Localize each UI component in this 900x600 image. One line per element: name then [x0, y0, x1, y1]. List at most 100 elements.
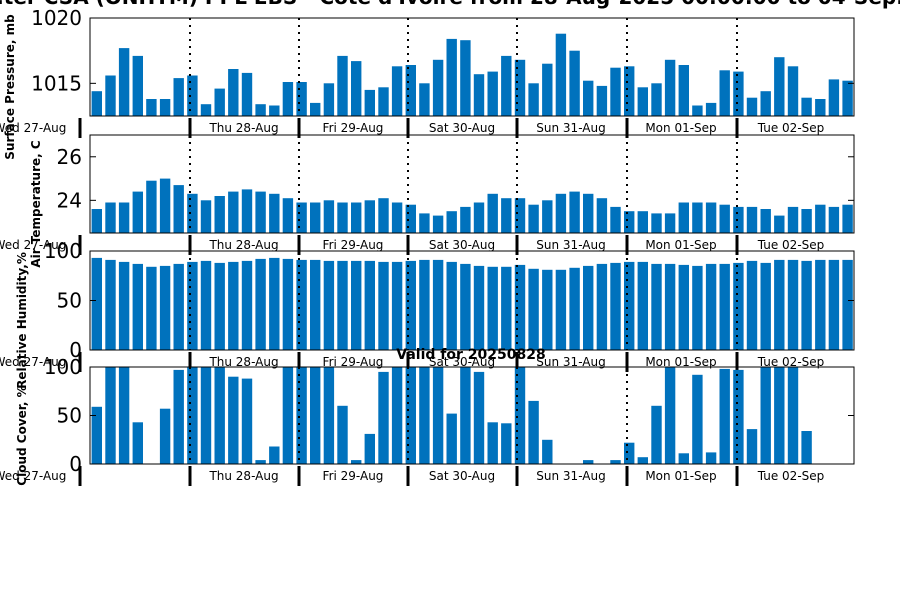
bar-p1-0 — [91, 91, 102, 116]
bar-p4-44 — [692, 374, 703, 464]
ytick-label-3-100: 100 — [44, 239, 82, 263]
bar-p1-9 — [214, 88, 225, 116]
bar-p4-49 — [760, 367, 771, 464]
bar-p2-55 — [842, 204, 853, 233]
bar-p3-52 — [801, 260, 812, 350]
day-label-1-3: Sat 30-Aug — [429, 121, 495, 135]
bar-p1-12 — [255, 104, 266, 116]
bar-p1-37 — [596, 85, 608, 116]
bar-p4-7 — [187, 367, 198, 464]
bar-p2-32 — [528, 204, 539, 233]
bar-p3-40 — [637, 261, 648, 350]
bar-p2-0 — [91, 209, 102, 233]
bar-p3-18 — [337, 260, 348, 350]
day-label-2-1: Thu 28-Aug — [208, 238, 278, 252]
bar-p4-11 — [241, 378, 253, 464]
bar-p3-53 — [815, 259, 826, 350]
bar-p3-46 — [719, 263, 730, 350]
bar-p4-25 — [432, 367, 444, 464]
bar-p4-51 — [787, 367, 799, 464]
bar-p2-49 — [760, 209, 771, 233]
day-label-3-2: Fri 29-Aug — [323, 355, 384, 369]
bar-p1-34 — [555, 33, 567, 117]
bar-p3-0 — [91, 257, 102, 350]
bar-p4-40 — [637, 457, 648, 464]
bar-p1-52 — [801, 97, 812, 116]
bar-p4-21 — [378, 371, 389, 464]
bar-p3-55 — [842, 259, 853, 350]
bar-p4-39 — [624, 442, 635, 464]
bar-p2-47 — [733, 206, 744, 233]
bar-p4-38 — [610, 460, 621, 464]
bar-p4-22 — [391, 367, 403, 464]
bar-p3-1 — [105, 259, 116, 350]
bar-p3-19 — [351, 260, 362, 350]
bar-p1-19 — [351, 61, 362, 116]
bar-p3-11 — [241, 260, 253, 350]
ytick-label-4-50: 50 — [57, 404, 82, 428]
bar-p4-48 — [746, 429, 758, 464]
bar-p1-21 — [378, 87, 389, 116]
bar-p3-31 — [514, 264, 526, 350]
bar-p2-41 — [651, 213, 662, 233]
bar-p1-30 — [501, 55, 512, 116]
bar-p2-24 — [419, 213, 430, 233]
day-label-3-0: Wed 27-Aug — [0, 355, 66, 369]
bar-p2-28 — [473, 202, 485, 233]
day-label-3-6: Tue 02-Sep — [757, 355, 825, 369]
bar-p1-29 — [487, 71, 498, 116]
bar-p4-26 — [446, 413, 457, 464]
day-label-1-6: Tue 02-Sep — [757, 121, 825, 135]
bar-p3-34 — [555, 269, 567, 350]
bar-p2-54 — [828, 206, 840, 233]
bar-p1-44 — [692, 105, 703, 116]
bar-p3-42 — [664, 263, 676, 350]
bar-p2-17 — [323, 200, 335, 233]
day-label-4-5: Mon 01-Sep — [645, 469, 716, 483]
bar-p1-45 — [705, 102, 717, 116]
bar-p3-13 — [269, 257, 280, 350]
day-label-2-3: Sat 30-Aug — [429, 238, 495, 252]
bar-p1-18 — [337, 55, 348, 116]
bar-p1-8 — [200, 104, 212, 116]
bar-p1-39 — [624, 66, 635, 116]
bar-p2-53 — [815, 204, 826, 233]
bar-p4-15 — [296, 367, 307, 464]
bar-p1-41 — [651, 83, 662, 116]
bar-p3-7 — [187, 261, 198, 350]
bar-p2-11 — [241, 189, 253, 233]
bar-p3-10 — [228, 261, 239, 350]
bar-p2-12 — [255, 191, 266, 233]
bar-p1-47 — [733, 71, 744, 116]
bar-p4-31 — [514, 367, 526, 464]
bar-p1-31 — [514, 59, 526, 116]
bar-p2-22 — [391, 202, 403, 233]
bar-p3-25 — [432, 259, 444, 350]
bar-p1-54 — [828, 79, 840, 116]
ytick-label-4-100: 100 — [44, 355, 82, 379]
bar-p2-51 — [787, 206, 799, 233]
bar-p4-1 — [105, 367, 116, 464]
day-label-1-1: Thu 28-Aug — [208, 121, 278, 135]
day-label-1-2: Fri 29-Aug — [323, 121, 384, 135]
bar-p4-23 — [405, 367, 416, 464]
bar-p1-22 — [391, 66, 403, 116]
bar-p4-19 — [351, 460, 362, 464]
bar-p3-14 — [282, 258, 294, 350]
bar-p3-33 — [542, 269, 553, 350]
bar-p3-21 — [378, 261, 389, 350]
ylabel-2: Air Temperature, C — [29, 140, 43, 268]
bar-p1-24 — [419, 83, 430, 116]
bar-p3-36 — [583, 265, 594, 350]
bar-p4-18 — [337, 405, 348, 464]
bar-p1-20 — [364, 89, 375, 116]
bar-p2-48 — [746, 206, 758, 233]
bar-p4-0 — [91, 406, 102, 464]
bar-p1-53 — [815, 99, 826, 116]
bar-p2-40 — [637, 211, 648, 233]
bar-p2-43 — [678, 202, 689, 233]
bar-p2-31 — [514, 198, 526, 233]
bar-p4-5 — [159, 408, 171, 464]
bar-p3-17 — [323, 260, 335, 350]
